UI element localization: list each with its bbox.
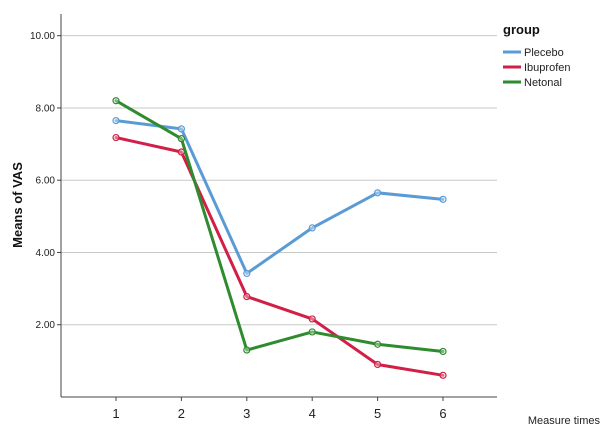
data-point-ibuprofen: [243, 292, 251, 301]
data-point-ibuprofen: [112, 133, 120, 142]
data-point-plecebo: [243, 269, 251, 278]
x-tick-label: 1: [112, 406, 119, 421]
x-tick-label: 2: [178, 406, 185, 421]
series-line-plecebo: [114, 119, 445, 275]
x-tick-label: 5: [374, 406, 381, 421]
data-point-plecebo: [112, 116, 120, 125]
series-line-netonal: [114, 99, 445, 353]
x-axis-title: Measure times: [528, 415, 601, 427]
data-point-netonal: [439, 347, 447, 356]
x-tick-label: 3: [243, 406, 250, 421]
x-tick-label: 4: [309, 406, 316, 421]
y-tick-label: 8.00: [36, 103, 56, 114]
x-ticks: 1 2 3 4 5 6: [112, 397, 447, 421]
data-point-ibuprofen: [439, 371, 447, 379]
data-point-netonal: [112, 97, 120, 105]
data-point-netonal: [308, 328, 316, 336]
data-point-plecebo: [374, 189, 382, 197]
y-axis-title: Means of VAS: [10, 162, 25, 248]
data-point-netonal: [177, 135, 185, 143]
legend-title: group: [503, 22, 540, 37]
y-ticks: 2.00 4.00 6.00 8.00 10.00: [30, 31, 61, 331]
legend-label-plecebo: Plecebo: [524, 47, 564, 59]
data-point-plecebo: [308, 224, 316, 232]
legend-label-netonal: Netonal: [524, 77, 562, 89]
y-tick-label: 6.00: [36, 176, 56, 187]
legend-label-ibuprofen: Ibuprofen: [524, 62, 570, 74]
data-point-plecebo: [439, 195, 447, 203]
y-tick-label: 10.00: [30, 31, 55, 42]
data-point-ibuprofen: [374, 360, 382, 369]
legend: group Plecebo Ibuprofen Netonal: [503, 22, 570, 89]
x-tick-label: 6: [439, 406, 446, 421]
y-tick-label: 4.00: [36, 248, 56, 259]
data-point-netonal: [243, 346, 251, 354]
data-point-ibuprofen: [308, 315, 316, 323]
data-point-netonal: [374, 340, 382, 348]
y-tick-label: 2.00: [36, 320, 56, 331]
series-line-ibuprofen: [114, 136, 445, 377]
legend-items: Plecebo Ibuprofen Netonal: [503, 47, 570, 89]
series-lines: [112, 97, 447, 379]
gridlines: [61, 35, 497, 326]
data-point-plecebo: [177, 125, 185, 133]
axes: [60, 14, 497, 398]
